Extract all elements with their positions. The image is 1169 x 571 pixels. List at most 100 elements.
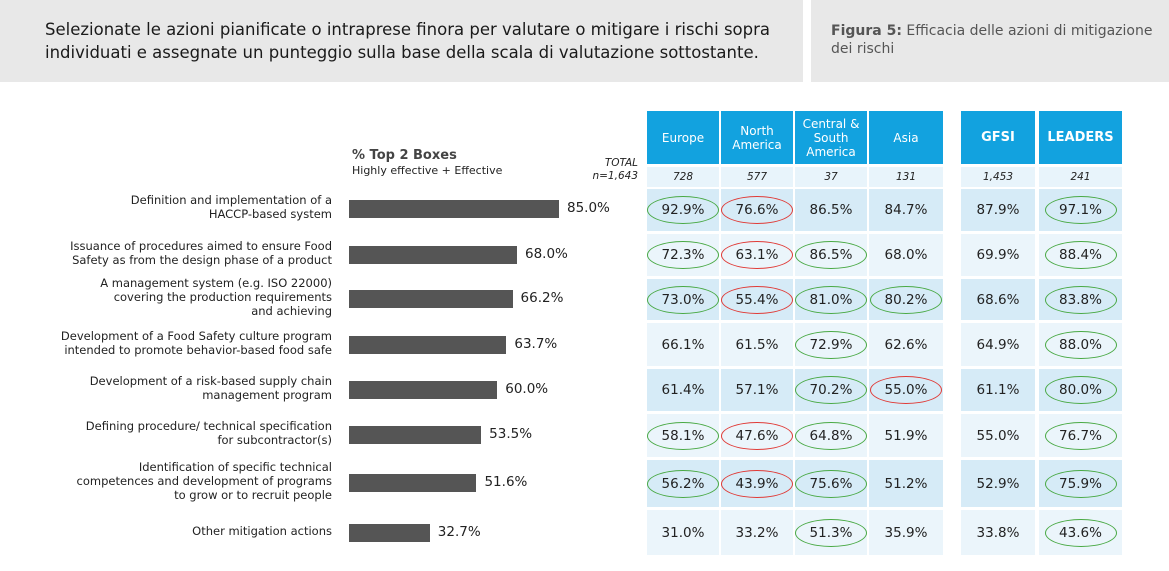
cell-value: 81.0%	[809, 291, 853, 308]
figure-title: Efficacia delle azioni di mitigazione de…	[831, 23, 1153, 57]
bar-label-line: Issuance of procedures aimed to ensure F…	[70, 239, 332, 253]
table-cell: 72.9%	[795, 323, 867, 366]
cell-value: 73.0%	[661, 291, 705, 308]
bar	[349, 474, 477, 492]
table-cell: 62.6%	[869, 323, 943, 366]
table-cell: 55.0%	[961, 414, 1035, 457]
cell-value: 52.9%	[976, 475, 1020, 492]
total-label: TOTAL	[604, 157, 638, 169]
cell-value: 87.9%	[976, 202, 1020, 218]
table-cell: 55.0%	[869, 369, 943, 411]
table-cell: 64.9%	[961, 323, 1035, 366]
table-cell: 61.4%	[647, 369, 719, 411]
column-sample-size: 131	[869, 167, 943, 187]
table-cell: 68.0%	[869, 234, 943, 276]
chart-subtitle: % Top 2 Boxes Highly effective + Effecti…	[352, 148, 502, 177]
table-cell: 80.2%	[869, 279, 943, 320]
table-cell: 52.9%	[961, 460, 1035, 507]
cell-value: 31.0%	[661, 524, 705, 541]
bar-label-line: Development of a Food Safety culture pro…	[60, 329, 332, 343]
cell-value: 51.2%	[884, 475, 928, 492]
cell-value: 72.3%	[661, 247, 705, 263]
table-cell: 33.2%	[721, 510, 793, 555]
cell-value: 51.3%	[809, 524, 853, 541]
cell-value: 92.9%	[661, 202, 705, 218]
cell-value: 58.1%	[661, 427, 705, 444]
bar	[349, 336, 507, 354]
cell-value: 55.0%	[976, 427, 1020, 444]
bar-value-label: 53.5%	[489, 426, 533, 442]
column-header: Europe	[647, 111, 719, 164]
cell-value: 80.2%	[884, 291, 928, 308]
cell-value: 57.1%	[735, 382, 779, 398]
table-cell: 72.3%	[647, 234, 719, 276]
table-cell: 57.1%	[721, 369, 793, 411]
table-cell: 51.9%	[869, 414, 943, 457]
table-cell: 84.7%	[869, 189, 943, 231]
cell-value: 43.9%	[735, 475, 779, 492]
bar-label-line: for subcontractor(s)	[217, 433, 332, 447]
bar-value-label: 32.7%	[437, 524, 481, 540]
cell-value: 69.9%	[976, 247, 1020, 263]
bar-label: Defining procedure/ technical specificat…	[12, 419, 332, 447]
subtitle-line2: Highly effective + Effective	[352, 164, 503, 177]
bar	[349, 426, 482, 444]
cell-value: 55.4%	[735, 291, 779, 308]
bar	[349, 524, 430, 542]
table-cell: 33.8%	[961, 510, 1035, 555]
bar-label: Development of a Food Safety culture pro…	[12, 329, 332, 357]
bar-label-line: covering the production requirements	[113, 290, 332, 304]
bar-label: Other mitigation actions	[12, 524, 332, 538]
bar	[349, 381, 498, 399]
bar-label-line: Development of a risk-based supply chain	[89, 374, 332, 388]
bar-value-label: 51.6%	[484, 474, 528, 490]
table-cell: 75.9%	[1039, 460, 1122, 507]
table-cell: 80.0%	[1039, 369, 1122, 411]
bar-label-line: management program	[202, 388, 332, 402]
question-header: Selezionate le azioni pianificate o intr…	[0, 0, 803, 82]
figure-header: Figura 5: Efficacia delle azioni di miti…	[811, 0, 1169, 82]
table-cell: 55.4%	[721, 279, 793, 320]
cell-value: 88.4%	[1059, 247, 1102, 263]
cell-value: 86.5%	[809, 202, 853, 218]
table-cell: 68.6%	[961, 279, 1035, 320]
cell-value: 88.0%	[1059, 336, 1102, 353]
column-sample-size: 577	[721, 167, 793, 187]
cell-value: 61.4%	[661, 382, 705, 398]
bar-label-line: and achieving	[251, 304, 332, 318]
table-cell: 75.6%	[795, 460, 867, 507]
bar-label-line: Defining procedure/ technical specificat…	[85, 419, 332, 433]
bar-value-label: 60.0%	[505, 381, 549, 397]
table-cell: 61.1%	[961, 369, 1035, 411]
column-sample-size: 241	[1039, 167, 1122, 187]
bar-value-label: 85.0%	[567, 200, 610, 216]
bar	[349, 200, 559, 218]
cell-value: 43.6%	[1059, 524, 1102, 541]
table-cell: 86.5%	[795, 234, 867, 276]
bar-label-line: HACCP-based system	[208, 207, 332, 221]
cell-value: 64.9%	[976, 336, 1020, 353]
cell-value: 83.8%	[1059, 291, 1102, 308]
cell-value: 76.6%	[735, 202, 779, 218]
cell-value: 75.6%	[809, 475, 853, 492]
bar-label: A management system (e.g. ISO 22000) cove…	[12, 276, 332, 318]
table-cell: 87.9%	[961, 189, 1035, 231]
table-cell: 51.3%	[795, 510, 867, 555]
cell-value: 33.2%	[735, 524, 779, 541]
cell-value: 75.9%	[1059, 475, 1102, 492]
table-cell: 88.0%	[1039, 323, 1122, 366]
table-cell: 43.6%	[1039, 510, 1122, 555]
table-cell: 47.6%	[721, 414, 793, 457]
cell-value: 68.0%	[884, 247, 928, 263]
total-n: n=1,643	[592, 170, 638, 182]
table-cell: 76.6%	[721, 189, 793, 231]
table-cell: 97.1%	[1039, 189, 1122, 231]
bar-value-label: 66.2%	[520, 290, 564, 306]
table-cell: 31.0%	[647, 510, 719, 555]
table-cell: 92.9%	[647, 189, 719, 231]
table-cell: 61.5%	[721, 323, 793, 366]
column-header: Asia	[869, 111, 943, 164]
cell-value: 35.9%	[884, 524, 928, 541]
cell-value: 51.9%	[884, 427, 928, 444]
total-sample: TOTAL n=1,643	[580, 157, 638, 183]
